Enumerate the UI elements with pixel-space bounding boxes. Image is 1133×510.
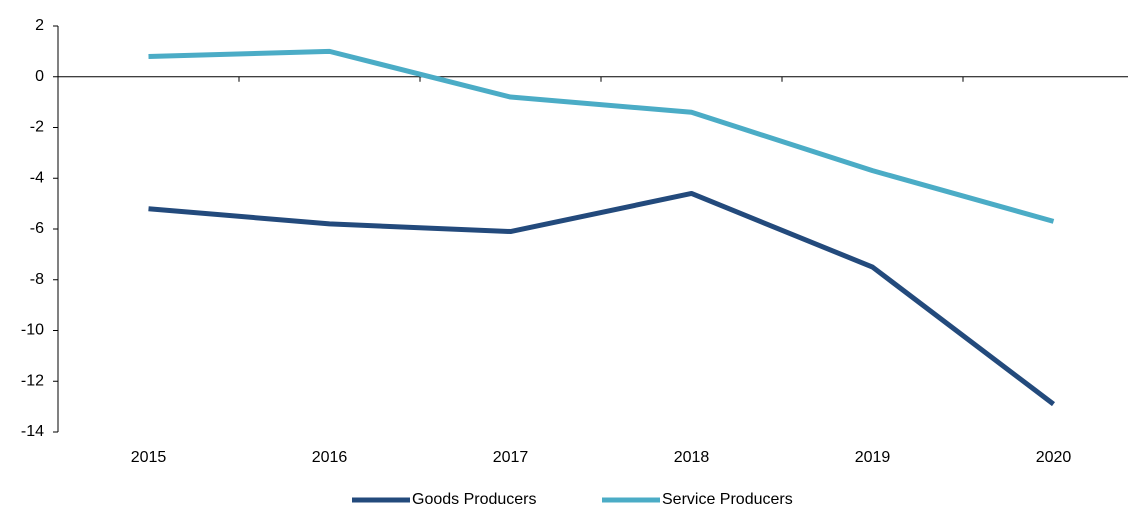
series-line	[148, 48, 1055, 224]
series-line	[148, 190, 1056, 407]
legend-label: Goods Producers	[412, 491, 537, 508]
y-tick-label: -4	[30, 169, 44, 186]
y-tick-label: -6	[30, 220, 44, 237]
y-tick-label: -14	[21, 423, 44, 440]
legend-label: Service Producers	[662, 491, 793, 508]
x-tick-label: 2016	[312, 449, 348, 466]
y-tick-label: 0	[35, 68, 44, 85]
y-tick-label: -8	[30, 271, 44, 288]
x-tick-label: 2018	[674, 449, 710, 466]
x-tick-label: 2015	[131, 449, 167, 466]
y-tick-label: 2	[35, 17, 44, 34]
y-tick-label: -10	[21, 322, 44, 339]
y-tick-label: -2	[30, 119, 44, 136]
x-tick-label: 2020	[1036, 449, 1072, 466]
y-tick-label: -12	[21, 372, 44, 389]
x-tick-label: 2019	[855, 449, 891, 466]
x-tick-label: 2017	[493, 449, 529, 466]
